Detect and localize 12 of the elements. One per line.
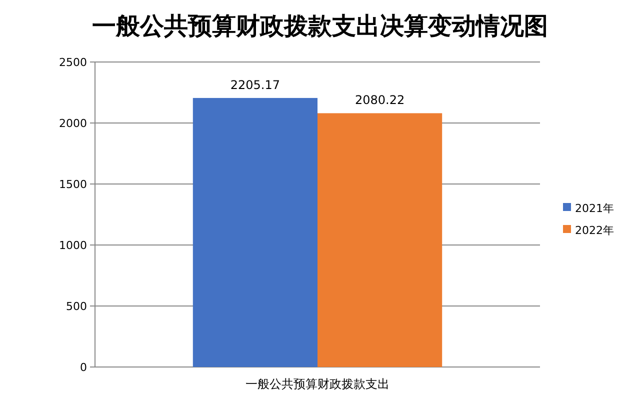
chart-title: 一般公共预算财政拨款支出决算变动情况图: [92, 12, 548, 40]
legend-label: 2021年: [575, 202, 614, 215]
y-tick-label: 1000: [59, 239, 87, 252]
legend-label: 2022年: [575, 224, 614, 237]
y-tick-label: 0: [80, 361, 87, 374]
y-tick-label: 2000: [59, 117, 87, 130]
y-tick-label: 1500: [59, 178, 87, 191]
data-label: 2080.22: [354, 93, 405, 108]
x-tick-label: 一般公共预算财政拨款支出: [246, 377, 390, 391]
y-tick-label: 2500: [59, 56, 87, 69]
y-tick-label: 500: [66, 300, 87, 313]
data-label: 2205.17: [230, 78, 280, 92]
